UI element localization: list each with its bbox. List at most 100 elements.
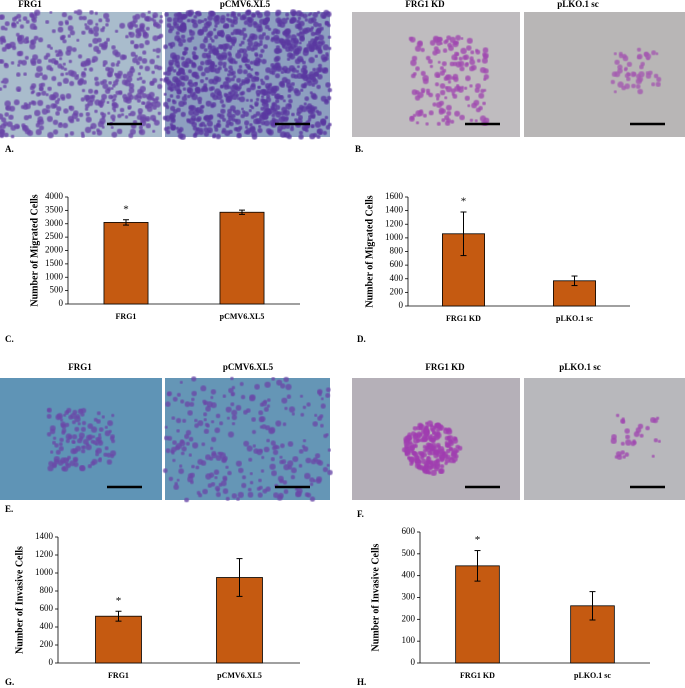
cell (636, 47, 642, 52)
cell (422, 431, 429, 438)
y-tick-label: 0 (399, 300, 404, 310)
cell (94, 11, 99, 16)
cell (0, 35, 6, 41)
cell (200, 121, 206, 127)
cell (444, 441, 449, 445)
cell (111, 413, 115, 418)
cell (2, 77, 9, 85)
cell (284, 131, 291, 139)
cell (191, 397, 195, 402)
cell (137, 56, 143, 62)
cell (403, 439, 410, 447)
cell (302, 69, 308, 75)
cell (88, 88, 94, 94)
cell (64, 19, 69, 24)
cell (250, 77, 257, 83)
cell (309, 133, 316, 140)
cell (219, 421, 224, 426)
cell (140, 12, 146, 19)
cell (466, 37, 473, 44)
cell (237, 12, 241, 17)
cell (106, 101, 110, 104)
cell (251, 429, 257, 435)
cell (455, 61, 462, 68)
cell (300, 88, 304, 92)
cell (227, 470, 232, 476)
cell (293, 88, 299, 94)
cell (289, 43, 296, 50)
cell (144, 104, 149, 108)
cell (483, 52, 489, 59)
cell (188, 436, 194, 442)
cell (98, 18, 103, 23)
error-bar (236, 558, 243, 597)
image-label: pLKO.1 sc (559, 362, 601, 372)
cell (181, 95, 188, 102)
cell (260, 78, 264, 82)
cell (438, 468, 445, 474)
cell (264, 108, 271, 115)
cell (122, 54, 127, 60)
cell (37, 119, 45, 126)
cell (261, 424, 267, 430)
cell (444, 120, 451, 126)
cell (157, 111, 162, 116)
cell (272, 88, 278, 94)
cell (238, 64, 243, 69)
cell (115, 73, 121, 79)
cell (197, 65, 204, 72)
panel-letter: A. (5, 144, 14, 154)
cell (34, 12, 38, 16)
cell (190, 36, 195, 40)
y-tick-label: 200 (40, 639, 54, 649)
cell (215, 133, 221, 140)
cell (258, 416, 265, 423)
cell (235, 404, 242, 411)
cell (40, 82, 46, 88)
cell (222, 117, 227, 122)
cell (211, 102, 217, 108)
cell (191, 93, 198, 101)
cell (83, 59, 91, 67)
cell (227, 69, 232, 74)
cell (216, 93, 223, 101)
cell (179, 464, 183, 468)
cell (256, 448, 263, 456)
cell (307, 17, 314, 24)
cell (444, 457, 451, 464)
cell (217, 66, 222, 71)
cell (231, 422, 236, 426)
cell (617, 64, 623, 70)
cell (439, 70, 445, 76)
cell (624, 66, 628, 71)
cell (290, 73, 296, 79)
cell (290, 82, 295, 87)
y-tick-label: 100 (402, 635, 416, 645)
cell (165, 129, 171, 135)
cell (57, 49, 63, 54)
cell (321, 121, 326, 127)
cell (417, 110, 424, 117)
cell (275, 17, 282, 24)
cell (101, 415, 106, 419)
cell (10, 125, 17, 131)
cell (155, 47, 161, 54)
cell (171, 117, 176, 122)
cell (182, 418, 187, 423)
cell (242, 33, 248, 38)
cell (639, 433, 644, 438)
cell (430, 469, 437, 476)
cell (2, 39, 7, 44)
cell (34, 72, 41, 78)
cell (267, 398, 271, 402)
cell (111, 131, 118, 138)
cell (444, 427, 448, 431)
x-tick-label: FRG1 KD (446, 314, 481, 323)
cell (620, 450, 625, 455)
cell (258, 478, 262, 483)
cell (176, 26, 182, 32)
cell (227, 73, 231, 77)
cell (0, 80, 4, 84)
cell (221, 130, 226, 134)
cell (76, 38, 80, 42)
